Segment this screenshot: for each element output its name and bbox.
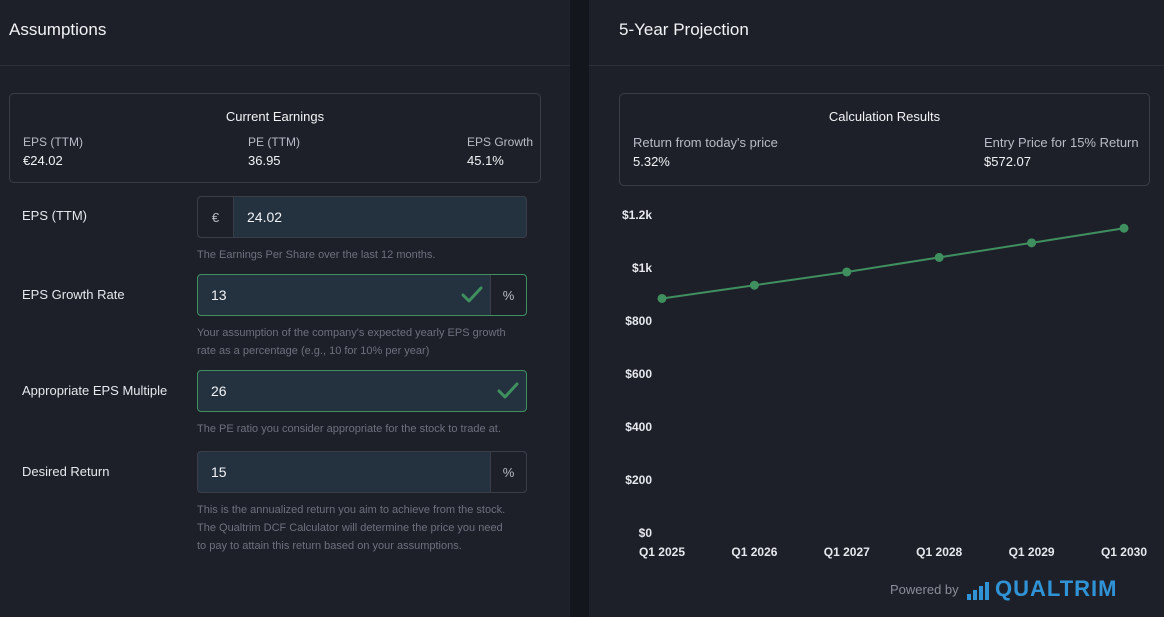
growth-input[interactable] — [198, 275, 454, 315]
metric-value: 36.95 — [248, 153, 281, 168]
x-tick-label: Q1 2028 — [916, 545, 962, 559]
x-tick-label: Q1 2026 — [731, 545, 777, 559]
multiple-input[interactable] — [198, 371, 490, 411]
percent-suffix: % — [490, 452, 526, 492]
calculation-results-title: Calculation Results — [828, 109, 941, 124]
return-help-line2: The Qualtrim DCF Calculator will determi… — [197, 522, 503, 534]
growth-label: EPS Growth Rate — [22, 287, 125, 302]
powered-by-text: Powered by — [890, 582, 959, 597]
metric-label: EPS (TTM) — [23, 135, 83, 149]
assumptions-title: Assumptions — [0, 0, 570, 66]
data-point[interactable] — [749, 280, 759, 290]
eps-input[interactable] — [234, 197, 526, 237]
metric-value: 5.32% — [633, 154, 670, 169]
growth-help-line2: rate as a percentage (e.g., 10 for 10% p… — [197, 345, 430, 357]
data-point[interactable] — [657, 293, 667, 303]
metric-eps-ttm: EPS (TTM) €24.02 — [23, 135, 83, 168]
eps-input-group: € — [197, 196, 527, 238]
y-tick-label: $1k — [632, 261, 652, 275]
check-icon — [454, 275, 490, 315]
metric-label: EPS Growth — [467, 135, 534, 149]
metric-label: Return from today's price — [633, 135, 778, 150]
x-tick-label: Q1 2030 — [1101, 545, 1147, 559]
euro-prefix: € — [198, 197, 234, 237]
y-tick-label: $400 — [625, 420, 652, 434]
metric-value: $572.07 — [984, 154, 1031, 169]
y-tick-label: $0 — [639, 526, 653, 540]
metric-label: PE (TTM) — [248, 135, 300, 149]
multiple-input-group — [197, 370, 527, 412]
x-tick-label: Q1 2027 — [824, 545, 870, 559]
x-tick-label: Q1 2025 — [639, 545, 685, 559]
multiple-label: Appropriate EPS Multiple — [22, 383, 168, 398]
return-help-line3: to pay to attain this return based on yo… — [197, 540, 462, 552]
data-point[interactable] — [842, 267, 852, 277]
y-tick-label: $1.2k — [622, 208, 652, 222]
growth-input-group: % — [197, 274, 527, 316]
metric-label: Entry Price for 15% Return — [984, 135, 1139, 150]
metric-eps-growth: EPS Growth 45.1% — [467, 135, 533, 168]
bars-icon — [967, 578, 989, 600]
metric-pe-ttm: PE (TTM) 36.95 — [248, 135, 300, 168]
return-from-today: Return from today's price 5.32% — [633, 135, 778, 169]
y-tick-label: $600 — [625, 367, 652, 381]
data-point[interactable] — [1119, 223, 1129, 233]
multiple-help: The PE ratio you consider appropriate fo… — [197, 423, 501, 435]
return-label: Desired Return — [22, 464, 110, 479]
return-input-group: % — [197, 451, 527, 493]
return-input[interactable] — [198, 452, 490, 492]
eps-help: The Earnings Per Share over the last 12 … — [197, 249, 436, 261]
projection-chart: $0 $200 $400 $600 $800 $1k $1.2k Q1 2025 Q1 202… — [622, 208, 1147, 559]
brand-name: QUALTRIM — [995, 576, 1118, 601]
eps-label: EPS (TTM) — [22, 208, 87, 223]
metric-value: 45.1% — [467, 153, 504, 168]
y-tick-label: $800 — [625, 314, 652, 328]
calculation-results-card: Calculation Results Return from today's … — [619, 93, 1150, 186]
percent-suffix: % — [490, 275, 526, 315]
x-tick-label: Q1 2029 — [1009, 545, 1055, 559]
projection-title: 5-Year Projection — [589, 0, 1164, 66]
qualtrim-logo[interactable]: QUALTRIM — [967, 578, 1117, 600]
series-line — [661, 227, 1125, 300]
data-point[interactable] — [934, 252, 944, 262]
data-point[interactable] — [1027, 238, 1037, 248]
y-tick-label: $200 — [625, 473, 652, 487]
entry-price: Entry Price for 15% Return $572.07 — [984, 135, 1139, 169]
check-icon — [490, 371, 526, 411]
current-earnings-title: Current Earnings — [225, 109, 325, 124]
current-earnings-card: Current Earnings EPS (TTM) €24.02 PE (TT… — [9, 93, 541, 183]
growth-help-line1: Your assumption of the company's expecte… — [197, 327, 506, 339]
metric-value: €24.02 — [23, 153, 63, 168]
return-help-line1: This is the annualized return you aim to… — [197, 504, 506, 516]
